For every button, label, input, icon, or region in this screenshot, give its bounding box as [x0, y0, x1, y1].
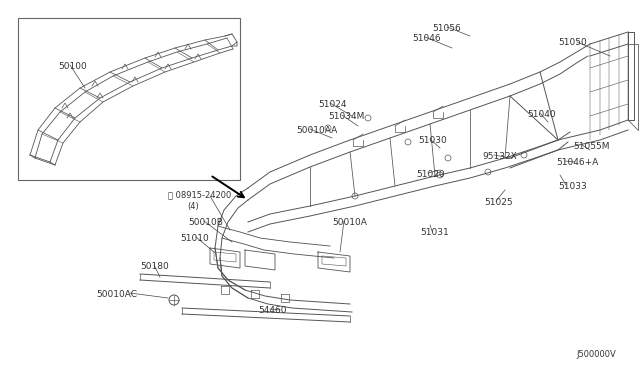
Text: J500000V: J500000V [576, 350, 616, 359]
Text: 50010AA: 50010AA [296, 126, 337, 135]
Text: 51025: 51025 [484, 198, 513, 207]
Text: 51034M: 51034M [328, 112, 364, 121]
Text: 51055M: 51055M [573, 142, 609, 151]
Text: 50010A: 50010A [332, 218, 367, 227]
Text: 51040: 51040 [527, 110, 556, 119]
Text: 50180: 50180 [140, 262, 169, 271]
Text: 51033: 51033 [558, 182, 587, 191]
Text: 51030: 51030 [418, 136, 447, 145]
Text: 51024: 51024 [318, 100, 346, 109]
Text: 51046: 51046 [412, 34, 440, 43]
Text: 54460: 54460 [258, 306, 287, 315]
Text: 50100: 50100 [58, 62, 87, 71]
Text: 51050: 51050 [558, 38, 587, 47]
Text: 95132X: 95132X [482, 152, 516, 161]
Text: Ⓜ 08915-24200: Ⓜ 08915-24200 [168, 190, 231, 199]
Text: 50010AC: 50010AC [96, 290, 137, 299]
Text: 51056: 51056 [432, 24, 461, 33]
Text: 51046+A: 51046+A [556, 158, 598, 167]
Text: 51010: 51010 [180, 234, 209, 243]
Bar [18, 18, 240, 180]
Text: 51020: 51020 [416, 170, 445, 179]
Text: 50010B: 50010B [188, 218, 223, 227]
Text: 51031: 51031 [420, 228, 449, 237]
Text: (4): (4) [187, 202, 199, 211]
